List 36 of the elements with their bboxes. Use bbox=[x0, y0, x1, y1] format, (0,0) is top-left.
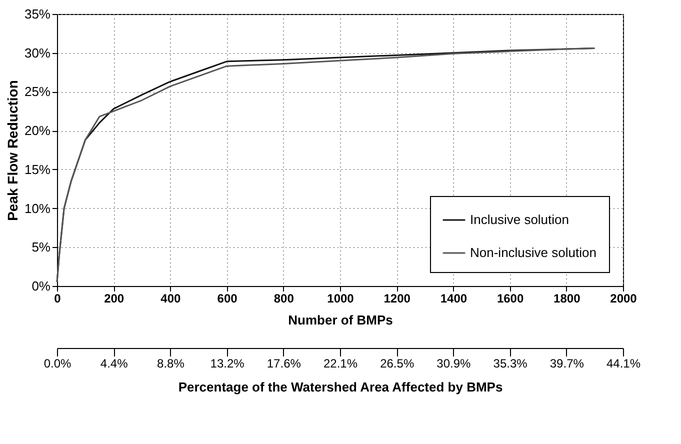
x2-tick-label: 4.4% bbox=[100, 356, 128, 370]
x2-tick-label: 35.3% bbox=[493, 356, 528, 370]
x-tick-label: 1200 bbox=[384, 292, 411, 306]
x2-tick-label: 30.9% bbox=[436, 356, 472, 370]
line-series bbox=[56, 47, 596, 283]
x2-tick-label: 26.5% bbox=[380, 356, 414, 370]
x-tick-label: 800 bbox=[274, 292, 294, 306]
y-tick-label: 10% bbox=[24, 200, 51, 216]
x2-tick-label: 13.2% bbox=[210, 356, 245, 370]
x-tick-label: 1000 bbox=[327, 292, 354, 306]
x-tick-label: 2000 bbox=[610, 292, 638, 306]
x-tick-label: 0 bbox=[54, 292, 62, 306]
y-tick-label: 20% bbox=[24, 123, 51, 138]
x-tick-label: 1800 bbox=[554, 292, 581, 306]
x-tick-label: 400 bbox=[160, 292, 182, 306]
x2-tick-label: 17.6% bbox=[266, 356, 302, 370]
legend-label: Inclusive solution bbox=[470, 212, 569, 227]
y-tick-label: 15% bbox=[24, 162, 51, 177]
x-tick-label: 1400 bbox=[440, 292, 468, 306]
x-axis-title: Number of BMPs bbox=[288, 312, 393, 328]
y-tick-label: 5% bbox=[32, 240, 51, 255]
x2-axis-title: Percentage of the Watershed Area Affected by BMPs bbox=[178, 380, 503, 394]
x2-tick-label: 22.1% bbox=[323, 356, 358, 370]
y-tick-label: 35% bbox=[24, 6, 51, 22]
legend-label: Non-inclusive solution bbox=[470, 245, 596, 260]
y-tick-label: 25% bbox=[24, 84, 51, 100]
x2-tick-label: 8.8% bbox=[157, 356, 185, 370]
x2-tick-label: 0.0% bbox=[44, 356, 72, 370]
y-axis-title: Peak Flow Reduction bbox=[4, 80, 20, 221]
x-tick-label: 600 bbox=[217, 292, 238, 306]
x-tick-label: 1600 bbox=[496, 292, 524, 306]
y-tick-label: 0% bbox=[32, 278, 51, 294]
y-tick-label: 30% bbox=[24, 45, 51, 60]
x-tick-label: 200 bbox=[104, 292, 124, 306]
x2-tick-label: 44.1% bbox=[606, 356, 641, 370]
x2-tick-label: 39.7% bbox=[550, 356, 584, 370]
